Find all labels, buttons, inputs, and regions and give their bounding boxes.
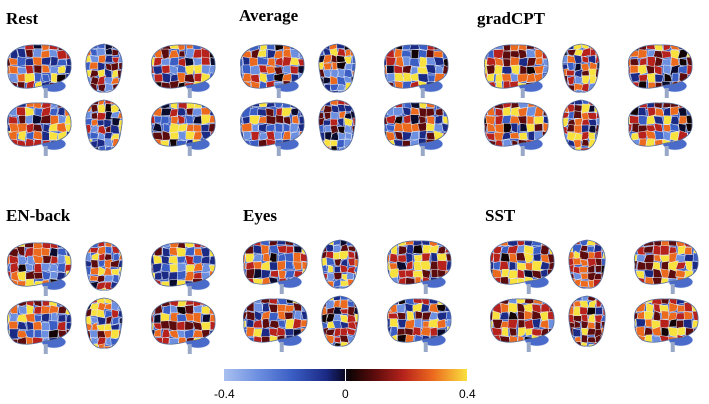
brain-sst-bottom <box>568 295 606 347</box>
brain-rest-top <box>85 43 123 93</box>
brain-enback-bottom <box>85 297 123 349</box>
panel-title-sst: SST <box>485 206 516 225</box>
brain-stem <box>43 88 48 98</box>
brain-stem <box>423 342 428 352</box>
panel-title-gradcpt: gradCPT <box>477 9 545 28</box>
brain-stem <box>43 286 48 296</box>
brain-stem <box>43 146 48 156</box>
brain-eyes-left-medial <box>387 298 452 352</box>
brain-gradcpt-left-lateral <box>484 44 549 98</box>
brain-sst-right-medial <box>490 298 555 352</box>
brain-average-top <box>318 43 356 93</box>
brain-rest-right-medial <box>7 102 72 156</box>
brain-stem <box>279 284 284 294</box>
brain-rest-left-medial <box>151 102 216 156</box>
brain-stem <box>420 88 425 98</box>
brain-stem <box>664 146 669 156</box>
brain-average-right-lateral <box>384 44 449 98</box>
brain-sst-right-lateral <box>634 240 699 294</box>
brain-average-left-medial <box>384 102 449 156</box>
brain-stem <box>276 146 281 156</box>
brain-enback-top <box>85 241 123 291</box>
brain-gradcpt-left-medial <box>628 102 693 156</box>
brain-average-bottom <box>318 99 356 151</box>
brain-gradcpt-top <box>562 43 600 93</box>
brain-enback-left-medial <box>151 300 216 354</box>
brain-sst-left-medial <box>634 298 699 352</box>
brain-eyes-left-lateral <box>243 240 308 294</box>
brain-stem <box>526 284 531 294</box>
brain-stem <box>187 88 192 98</box>
brain-enback-right-lateral <box>151 242 216 296</box>
brain-stem <box>670 284 675 294</box>
brain-eyes-right-medial <box>243 298 308 352</box>
brain-rest-bottom <box>85 99 123 151</box>
brain-stem <box>520 146 525 156</box>
brain-stem <box>520 88 525 98</box>
brain-stem <box>187 344 192 354</box>
panel-title-enback: EN-back <box>6 206 71 225</box>
panel-title-rest: Rest <box>6 9 39 28</box>
brain-average-left-lateral <box>240 44 305 98</box>
brain-gradcpt-right-lateral <box>628 44 693 98</box>
brain-gradcpt-bottom <box>562 99 600 151</box>
brain-rest-left-lateral <box>7 44 72 98</box>
brain-stem <box>276 88 281 98</box>
panel-title-eyes: Eyes <box>243 206 277 225</box>
brain-rest-right-lateral <box>151 44 216 98</box>
colorbar-mid-label: 0 <box>342 387 349 401</box>
colorbar-min-label: -0.4 <box>214 387 235 401</box>
brain-stem <box>670 342 675 352</box>
colorbar-max-label: 0.4 <box>459 387 476 401</box>
brain-enback-right-medial <box>7 300 72 354</box>
brain-sst-left-lateral <box>490 240 555 294</box>
colorbar-zero-marker <box>345 369 346 381</box>
brain-stem <box>423 284 428 294</box>
brain-eyes-top <box>321 239 359 289</box>
brain-stem <box>279 342 284 352</box>
brain-stem <box>664 88 669 98</box>
brain-average-right-medial <box>240 102 305 156</box>
brain-eyes-right-lateral <box>387 240 452 294</box>
brain-stem <box>43 344 48 354</box>
panel-title-average: Average <box>239 6 299 25</box>
brain-gradcpt-right-medial <box>484 102 549 156</box>
brain-sst-top <box>568 239 606 289</box>
brain-stem <box>187 286 192 296</box>
brain-stem <box>526 342 531 352</box>
brain-stem <box>187 146 192 156</box>
brain-eyes-bottom <box>321 295 359 347</box>
brain-stem <box>420 146 425 156</box>
brain-enback-left-lateral <box>7 242 72 296</box>
